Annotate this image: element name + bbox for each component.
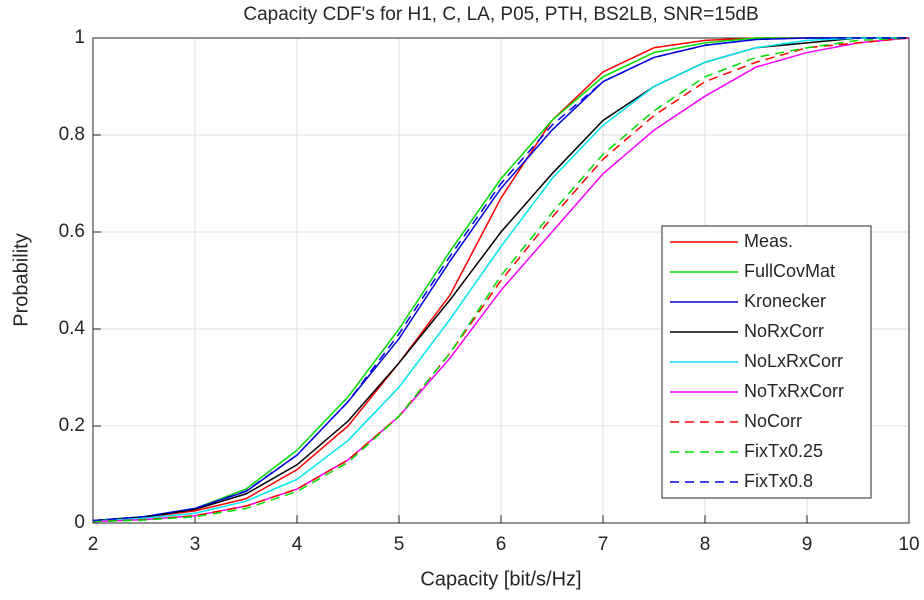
legend-label: Kronecker [744, 291, 826, 311]
series-line [92, 37, 909, 522]
y-tick-label: 0.8 [59, 124, 85, 145]
x-tick-label: 7 [598, 534, 609, 555]
legend-label: NoLxRxCorr [744, 351, 843, 371]
x-tick-label: 8 [700, 534, 711, 555]
series-line [92, 37, 909, 522]
legend-label: Meas. [744, 231, 793, 251]
legend-label: FullCovMat [744, 261, 835, 281]
series-line [92, 37, 910, 523]
legend-label: FixTx0.8 [744, 471, 813, 491]
x-tick-label: 5 [394, 534, 405, 555]
y-tick-label: 0 [74, 512, 85, 533]
y-tick-label: 0.4 [59, 318, 86, 339]
x-tick-label: 9 [802, 534, 813, 555]
x-tick-label: 2 [88, 534, 99, 555]
legend-label: FixTx0.25 [744, 441, 823, 461]
x-tick-label: 6 [496, 534, 507, 555]
x-axis-label: Capacity [bit/s/Hz] [420, 568, 581, 590]
series-line [92, 37, 910, 523]
x-tick-label: 3 [190, 534, 201, 555]
chart-title: Capacity CDF's for H1, C, LA, P05, PTH, … [243, 4, 758, 25]
legend-label: NoTxRxCorr [744, 381, 844, 401]
series-line [92, 37, 909, 522]
y-tick-label: 0.2 [59, 415, 85, 436]
legend-label: NoCorr [744, 411, 802, 431]
plot-frame [92, 37, 910, 524]
y-axis-label: Probability [10, 233, 32, 326]
legend-label: NoRxCorr [744, 321, 824, 341]
y-tick-label: 1 [74, 27, 85, 48]
series-line [92, 37, 909, 522]
x-tick-label: 10 [898, 534, 919, 555]
x-tick-label: 4 [292, 534, 303, 555]
y-tick-label: 0.6 [59, 221, 85, 242]
